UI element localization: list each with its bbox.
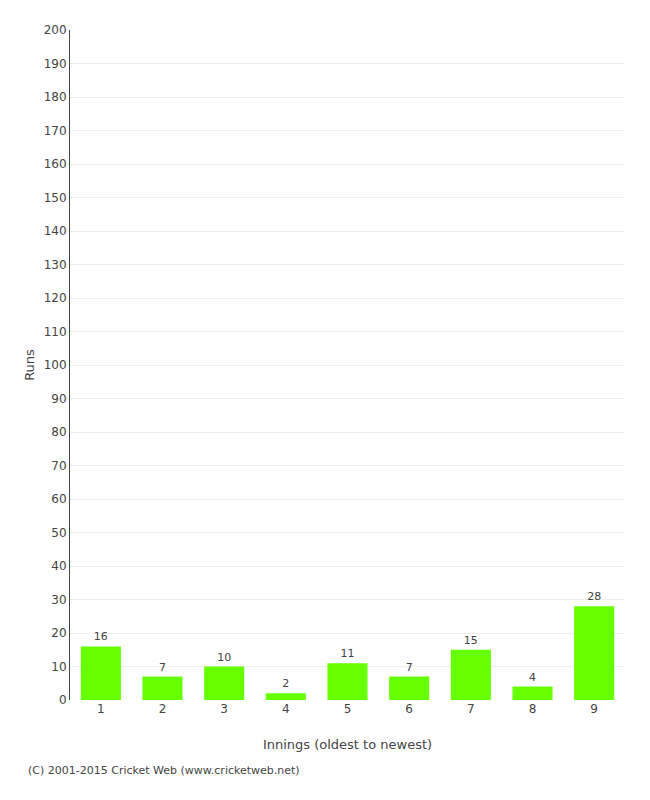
- svg-text:190: 190: [44, 57, 67, 71]
- svg-text:3: 3: [220, 702, 228, 716]
- svg-text:11: 11: [341, 647, 355, 660]
- svg-text:200: 200: [44, 23, 67, 37]
- svg-text:2: 2: [159, 702, 167, 716]
- svg-text:150: 150: [44, 191, 67, 205]
- svg-text:15: 15: [464, 634, 478, 647]
- svg-text:7: 7: [406, 661, 413, 674]
- svg-text:4: 4: [282, 702, 290, 716]
- svg-text:170: 170: [44, 124, 67, 138]
- svg-text:160: 160: [44, 157, 67, 171]
- svg-text:50: 50: [51, 526, 66, 540]
- svg-text:Runs: Runs: [22, 349, 37, 381]
- svg-text:30: 30: [51, 593, 66, 607]
- svg-text:4: 4: [529, 671, 536, 684]
- svg-text:5: 5: [344, 702, 352, 716]
- svg-text:10: 10: [217, 651, 231, 664]
- svg-text:6: 6: [405, 702, 413, 716]
- svg-text:130: 130: [44, 258, 67, 272]
- svg-text:1: 1: [97, 702, 105, 716]
- svg-text:2: 2: [282, 677, 289, 690]
- svg-text:140: 140: [44, 224, 67, 238]
- svg-text:70: 70: [51, 459, 66, 473]
- svg-text:120: 120: [44, 291, 67, 305]
- svg-text:100: 100: [44, 358, 67, 372]
- svg-text:80: 80: [51, 425, 66, 439]
- svg-text:0: 0: [59, 693, 67, 707]
- svg-text:20: 20: [51, 626, 66, 640]
- svg-text:8: 8: [529, 702, 537, 716]
- svg-text:7: 7: [467, 702, 475, 716]
- svg-text:90: 90: [51, 392, 66, 406]
- svg-text:7: 7: [159, 661, 166, 674]
- svg-text:180: 180: [44, 90, 67, 104]
- svg-text:(C) 2001-2015 Cricket Web (www: (C) 2001-2015 Cricket Web (www.cricketwe…: [28, 764, 300, 777]
- svg-text:110: 110: [44, 325, 67, 339]
- svg-text:28: 28: [587, 590, 601, 603]
- svg-text:Innings (oldest to newest): Innings (oldest to newest): [263, 737, 432, 752]
- svg-text:40: 40: [51, 559, 66, 573]
- svg-text:16: 16: [94, 630, 108, 643]
- svg-text:10: 10: [51, 660, 66, 674]
- svg-text:9: 9: [590, 702, 598, 716]
- svg-text:60: 60: [51, 492, 66, 506]
